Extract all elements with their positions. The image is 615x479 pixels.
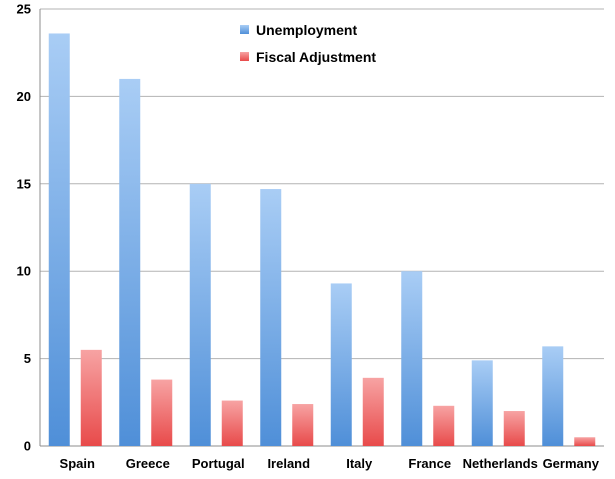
x-category-label: Greece [126,456,170,471]
x-category-label: Ireland [267,456,310,471]
y-tick-label: 15 [17,176,31,191]
y-axis-ticks: 0 5 10 15 20 25 [17,2,31,454]
legend: Unemployment Fiscal Adjustment [240,22,376,65]
bar-fiscal-adjustment-greece [151,379,173,446]
legend-label-unemployment: Unemployment [256,22,357,38]
x-axis-categories: Spain Greece Portugal Ireland Italy France Net… [60,456,600,471]
bar-unemployment-spain [48,33,70,447]
x-category-label: Spain [60,456,95,471]
bar-fiscal-adjustment-spain [80,349,102,446]
bar-fiscal-adjustment-germany [574,437,596,446]
y-tick-label: 20 [17,89,31,104]
bar-unemployment-italy [330,283,352,446]
y-tick-label: 5 [24,351,31,366]
y-tick-label: 10 [17,264,31,279]
bar-unemployment-france [401,271,423,446]
x-category-label: Portugal [192,456,245,471]
x-category-label: Germany [543,456,600,471]
bar-fiscal-adjustment-italy [362,377,384,446]
x-category-label: France [408,456,451,471]
legend-swatch-unemployment [240,25,249,34]
bar-unemployment-netherlands [471,360,493,446]
bar-fiscal-adjustment-france [433,405,455,446]
legend-swatch-fiscal-adjustment [240,52,249,61]
bar-unemployment-greece [119,78,141,447]
x-category-label: Netherlands [463,456,538,471]
bar-unemployment-germany [542,346,564,446]
legend-label-fiscal-adjustment: Fiscal Adjustment [256,49,376,65]
bars [48,33,596,447]
bar-fiscal-adjustment-portugal [221,400,243,446]
bar-unemployment-ireland [260,189,282,446]
bar-unemployment-portugal [189,183,211,447]
x-category-label: Italy [346,456,373,471]
y-tick-label: 25 [17,2,31,17]
bar-fiscal-adjustment-netherlands [503,411,525,446]
y-tick-label: 0 [24,439,31,454]
bar-fiscal-adjustment-ireland [292,404,314,446]
